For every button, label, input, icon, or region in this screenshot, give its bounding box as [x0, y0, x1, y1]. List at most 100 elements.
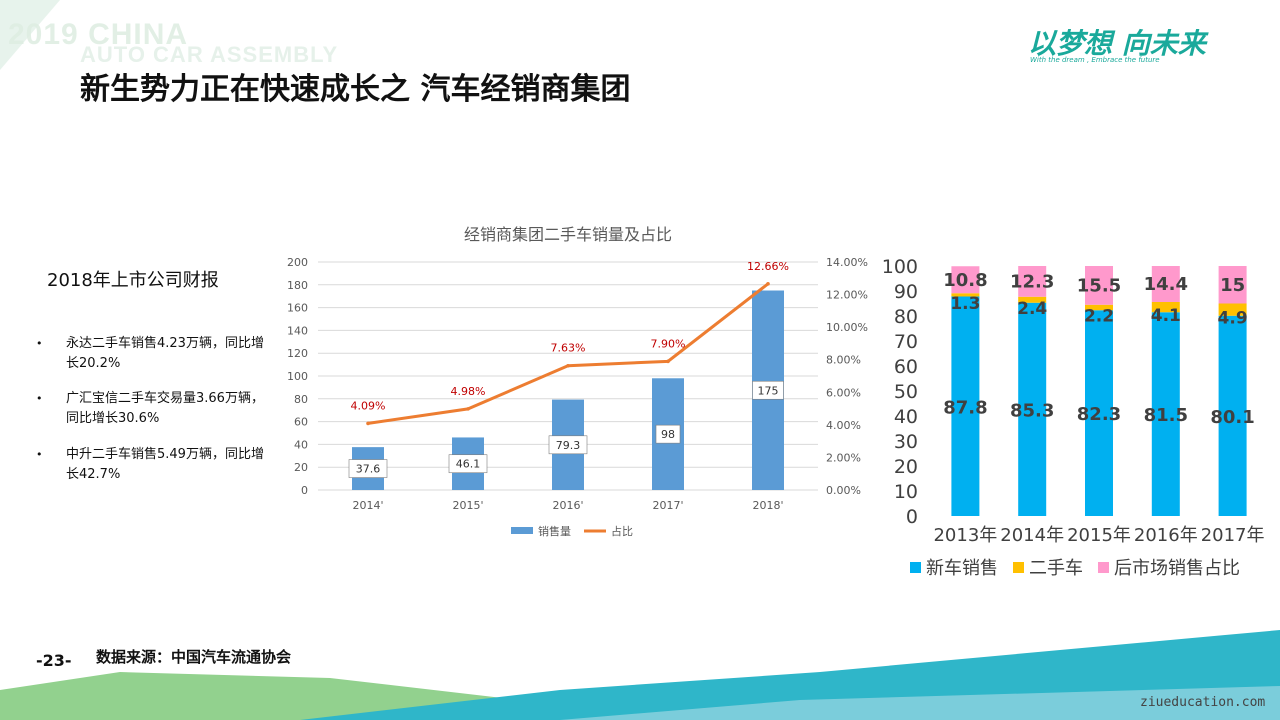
stack-segment	[1085, 304, 1113, 311]
stack-segment	[951, 296, 980, 516]
y-tick-label: 180	[287, 279, 308, 292]
segment-data-label: 14.4	[1144, 274, 1188, 295]
y-tick-label: 200	[287, 256, 308, 269]
stack-segment	[951, 293, 980, 297]
legend-label: 占比	[611, 524, 633, 538]
line-data-label: 4.98%	[451, 385, 486, 398]
data-label-box	[548, 435, 588, 455]
stack-segment	[1218, 266, 1247, 304]
stack-segment	[1018, 266, 1047, 297]
x-tick-label: 2017'	[652, 499, 683, 512]
line-data-label: 7.63%	[551, 342, 586, 355]
y-tick-label: 80	[294, 393, 308, 406]
segment-data-label: 4.9	[1218, 309, 1248, 329]
legend-swatch	[511, 527, 533, 534]
y-tick-label: 50	[894, 381, 918, 403]
stack-segment	[951, 266, 980, 294]
brand-logo: 以梦想 向未来	[1028, 27, 1206, 60]
stack-segment	[1151, 312, 1180, 516]
stack-segment	[1018, 296, 1047, 303]
line-data-label: 12.66%	[747, 260, 789, 273]
line-point	[366, 421, 370, 426]
line-point	[766, 282, 770, 286]
legend-label: 后市场销售占比	[1114, 558, 1240, 579]
legend-swatch	[1013, 562, 1024, 573]
bullet-marker: •	[36, 448, 43, 461]
segment-data-label: 2.4	[1017, 299, 1047, 319]
y2-tick-label: 14.00%	[826, 256, 868, 269]
stack-segment	[1085, 310, 1113, 516]
bar-data-label: 98	[661, 428, 675, 441]
line-data-label: 7.90%	[651, 337, 686, 350]
bullet-marker: •	[36, 392, 43, 405]
bar-data-label: 175	[758, 384, 779, 397]
x-tick-label: 2018'	[752, 499, 783, 512]
y2-tick-label: 2.00%	[826, 451, 861, 464]
y-tick-label: 0	[301, 484, 308, 497]
segment-data-label: 81.5	[1144, 405, 1188, 426]
x-tick-label: 2015'	[452, 499, 483, 512]
stack-segment	[1218, 303, 1247, 316]
y-tick-label: 120	[287, 347, 308, 360]
y-tick-label: 100	[882, 256, 918, 278]
segment-data-label: 85.3	[1010, 400, 1054, 421]
header-watermark: 2019 CHINA	[8, 18, 189, 51]
stack-segment	[1085, 266, 1113, 305]
y-tick-label: 60	[294, 416, 308, 429]
page-title: 新生势力正在快速成长之 汽车经销商集团	[80, 72, 631, 107]
data-label-box	[752, 380, 784, 400]
data-label-box	[655, 424, 681, 444]
y-tick-label: 70	[894, 331, 918, 353]
segment-data-label: 4.1	[1151, 306, 1181, 326]
segment-data-label: 15	[1220, 275, 1245, 296]
y-tick-label: 20	[294, 461, 308, 474]
y2-tick-label: 4.00%	[826, 419, 861, 432]
segment-data-label: 15.5	[1077, 275, 1121, 296]
segment-data-label: 80.1	[1210, 407, 1254, 428]
corner-shape	[0, 0, 60, 70]
y-tick-label: 0	[906, 506, 918, 528]
sidebar-heading: 2018年上市公司财报	[47, 270, 219, 291]
segment-data-label: 12.3	[1010, 271, 1054, 292]
line-point	[466, 407, 470, 411]
bullet-text: 中升二手车销售5.49万辆，同比增长42.7%	[66, 447, 264, 482]
y-tick-label: 160	[287, 302, 308, 315]
segment-data-label: 2.2	[1084, 307, 1114, 327]
bar-data-label: 37.6	[356, 463, 381, 476]
x-tick-label: 2016年	[1134, 525, 1198, 546]
bar-data-label: 46.1	[456, 458, 481, 471]
line-data-label: 4.09%	[351, 399, 386, 412]
y-tick-label: 90	[894, 281, 918, 303]
y2-tick-label: 12.00%	[826, 289, 868, 302]
bullet-text: 广汇宝信二手车交易量3.66万辆，同比增长30.6%	[66, 391, 264, 426]
y-tick-label: 40	[894, 406, 918, 428]
x-tick-label: 2014年	[1000, 525, 1064, 546]
chart-title: 经销商集团二手车销量及占比	[464, 225, 672, 244]
y2-tick-label: 0.00%	[826, 484, 861, 497]
y-tick-label: 100	[287, 370, 308, 383]
segment-data-label: 1.3	[950, 294, 980, 314]
legend-label: 销售量	[538, 524, 571, 538]
x-tick-label: 2013年	[933, 525, 997, 546]
x-tick-label: 2015年	[1067, 525, 1131, 546]
y2-tick-label: 8.00%	[826, 354, 861, 367]
stack-segment	[1151, 266, 1180, 302]
y-tick-label: 40	[294, 438, 308, 451]
stack-segment	[1218, 315, 1247, 516]
bullet-marker: •	[36, 337, 43, 350]
segment-data-label: 82.3	[1077, 404, 1121, 425]
bar-data-label: 79.3	[556, 439, 581, 452]
y2-tick-label: 10.00%	[826, 321, 868, 334]
y2-tick-label: 6.00%	[826, 386, 861, 399]
data-label-box	[348, 459, 388, 478]
stack-segment	[1018, 302, 1047, 516]
source-note: 数据来源：中国汽车流通协会	[96, 648, 292, 666]
x-tick-label: 2016'	[552, 499, 583, 512]
data-label-box	[448, 454, 488, 474]
header-watermark-sub: AUTO CAR ASSEMBLY	[80, 42, 339, 67]
segment-data-label: 10.8	[943, 270, 987, 291]
y-tick-label: 30	[894, 431, 918, 453]
